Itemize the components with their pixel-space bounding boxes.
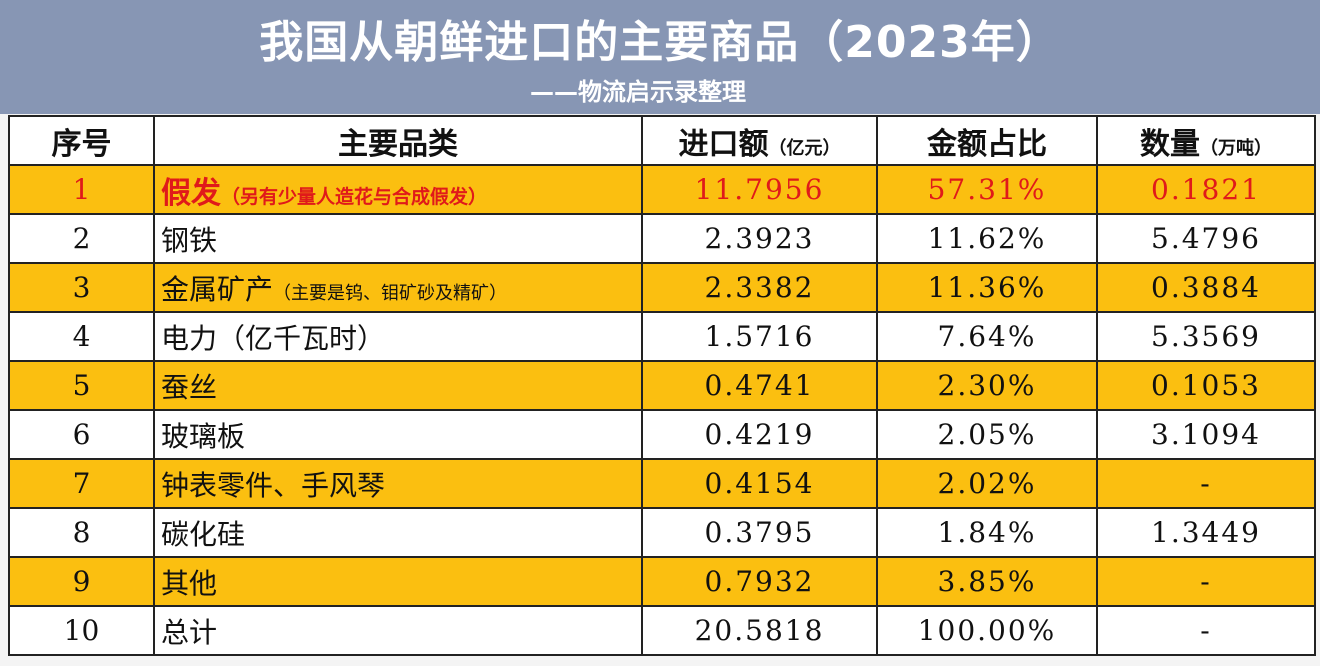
col-header-qty: 数量（万吨） [1096,115,1316,166]
cell-qty: 0.1821 [1096,164,1316,215]
col-header-index: 序号 [8,115,155,166]
cell-share: 1.84% [876,507,1098,558]
title-banner: 我国从朝鲜进口的主要商品（2023年） ——物流启示录整理 [0,0,1320,114]
cell-qty: 5.4796 [1096,213,1316,264]
cell-amount: 2.3382 [641,262,878,313]
cell-category: 电力（亿千瓦时） [153,311,643,362]
cell-index: 2 [8,213,155,264]
cell-share: 2.05% [876,409,1098,460]
table-row-total: 10 总计 20.5818 100.00% - [8,605,1316,656]
cell-category: 蚕丝 [153,360,643,411]
cell-amount: 0.4741 [641,360,878,411]
cell-index: 9 [8,556,155,607]
cell-share: 3.85% [876,556,1098,607]
cell-category: 玻璃板 [153,409,643,460]
cell-amount: 1.5716 [641,311,878,362]
cell-qty: 1.3449 [1096,507,1316,558]
cell-qty: 5.3569 [1096,311,1316,362]
table-row: 6 玻璃板 0.4219 2.05% 3.1094 [8,409,1316,460]
cell-category: 其他 [153,556,643,607]
qty-unit: （万吨） [1200,137,1272,159]
cell-share: 11.36% [876,262,1098,313]
cell-share: 100.00% [876,605,1098,656]
cell-category-note: （另有少量人造花与合成假发） [221,185,488,208]
cell-qty: - [1096,605,1316,656]
cell-qty: 0.1053 [1096,360,1316,411]
cell-category-note: （主要是钨、钼矿砂及精矿） [273,282,508,304]
table-row: 5 蚕丝 0.4741 2.30% 0.1053 [8,360,1316,411]
col-header-category: 主要品类 [153,115,643,166]
amount-unit: （亿元） [768,137,841,159]
table-row: 2 钢铁 2.3923 11.62% 5.4796 [8,213,1316,264]
cell-share: 57.31% [876,164,1098,215]
page-subtitle: ——物流启示录整理 [530,78,746,106]
cell-index: 8 [8,507,155,558]
cell-index: 1 [8,164,155,215]
col-header-share: 金额占比 [876,115,1098,166]
table-row: 8 碳化硅 0.3795 1.84% 1.3449 [8,507,1316,558]
table-row: 1 假发（另有少量人造花与合成假发） 11.7956 57.31% 0.1821 [8,164,1316,215]
table-header-row: 序号 主要品类 进口额（亿元） 金额占比 数量（万吨） [8,115,1316,166]
cell-amount: 11.7956 [641,164,878,215]
cell-index: 5 [8,360,155,411]
cell-category: 金属矿产（主要是钨、钼矿砂及精矿） [153,262,643,313]
cell-index: 3 [8,262,155,313]
cell-share: 11.62% [876,213,1098,264]
cell-qty: 3.1094 [1096,409,1316,460]
cell-amount: 2.3923 [641,213,878,264]
cell-amount: 0.7932 [641,556,878,607]
cell-category: 总计 [153,605,643,656]
cell-category: 假发（另有少量人造花与合成假发） [153,164,643,215]
cell-category: 钟表零件、手风琴 [153,458,643,509]
cell-index: 4 [8,311,155,362]
col-header-amount: 进口额（亿元） [641,115,878,166]
table-row: 9 其他 0.7932 3.85% - [8,556,1316,607]
cell-qty: - [1096,458,1316,509]
cell-amount: 0.3795 [641,507,878,558]
table-row: 7 钟表零件、手风琴 0.4154 2.02% - [8,458,1316,509]
cell-share: 2.30% [876,360,1098,411]
table-row: 4 电力（亿千瓦时） 1.5716 7.64% 5.3569 [8,311,1316,362]
cell-share: 7.64% [876,311,1098,362]
cell-share: 2.02% [876,458,1098,509]
page-title: 我国从朝鲜进口的主要商品（2023年） [259,17,1061,68]
cell-category: 碳化硅 [153,507,643,558]
cell-qty: - [1096,556,1316,607]
cell-index: 6 [8,409,155,460]
cell-amount: 0.4154 [641,458,878,509]
cell-qty: 0.3884 [1096,262,1316,313]
cell-index: 10 [8,605,155,656]
cell-index: 7 [8,458,155,509]
cell-category: 钢铁 [153,213,643,264]
cell-amount: 0.4219 [641,409,878,460]
table-row: 3 金属矿产（主要是钨、钼矿砂及精矿） 2.3382 11.36% 0.3884 [8,262,1316,313]
cell-amount: 20.5818 [641,605,878,656]
imports-table: 序号 主要品类 进口额（亿元） 金额占比 数量（万吨） 1 假发（另有少量人造花… [8,115,1316,656]
